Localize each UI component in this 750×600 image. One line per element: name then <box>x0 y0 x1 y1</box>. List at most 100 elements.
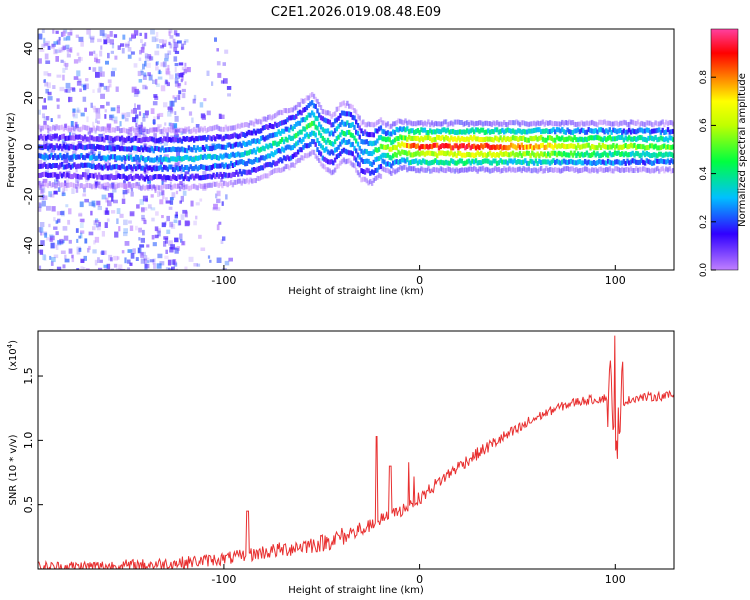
spectrogram-ridge-cell <box>233 152 236 158</box>
spectrogram-ridge-cell <box>617 134 620 140</box>
spectrogram-noise-cell <box>42 254 46 260</box>
spectrogram-noise-cell <box>164 53 169 59</box>
spectrogram-noise-cell <box>130 187 134 192</box>
spectrogram-ridge-cell <box>193 137 196 143</box>
spectrogram-ridge-cell <box>171 127 175 133</box>
spectrogram-ridge-cell <box>50 126 53 132</box>
spectrogram-ridge-cell <box>566 127 569 133</box>
spectrogram-noise-cell <box>141 207 145 213</box>
spectrogram-noise-cell <box>90 102 93 108</box>
spectrogram-ridge-cell <box>219 134 222 140</box>
spectrogram-ridge-cell <box>434 129 437 135</box>
spectrogram-ridge-cell <box>518 144 522 150</box>
spectrogram-ridge-cell <box>569 166 573 172</box>
spectrogram-noise-cell <box>182 92 186 99</box>
spectrogram-noise-cell <box>160 62 166 67</box>
spectrogram-ridge-cell <box>104 127 108 133</box>
spectrogram-noise-cell <box>162 43 167 47</box>
spectrogram-ridge-cell <box>642 150 645 156</box>
spectrogram-ridge-cell <box>666 167 670 173</box>
spectrogram-ridge-cell <box>254 178 257 184</box>
spectrogram-ridge-cell <box>527 150 530 156</box>
spectrogram-ridge-cell <box>215 181 219 187</box>
spectrogram-ridge-cell <box>420 120 423 126</box>
spectrogram-noise-cell <box>109 39 114 45</box>
spectrogram-noise-cell <box>152 242 157 247</box>
spectrogram-ridge-cell <box>170 185 173 191</box>
spectrogram-ridge-cell <box>90 144 94 149</box>
spectrogram-ridge-cell <box>71 125 74 131</box>
spectrogram-ridge-cell <box>613 166 617 172</box>
spectrogram-ridge-cell <box>603 144 606 150</box>
spectrogram-ridge-cell <box>242 160 245 165</box>
spectrogram-noise-cell <box>67 32 73 36</box>
spectrogram-ridge-cell <box>249 169 252 175</box>
spectrogram-ridge-cell <box>82 163 85 169</box>
spectrogram-noise-cell <box>196 263 201 267</box>
spectrogram-noise-cell <box>59 86 65 92</box>
spectrogram-ridge-cell <box>96 125 99 131</box>
spectrogram-ridge-cell <box>508 128 511 134</box>
spectrogram-ridge-cell <box>57 173 60 179</box>
spectrogram-ridge-cell <box>573 168 576 173</box>
spectrogram-ridge-cell <box>606 167 610 173</box>
spectrogram-noise-cell <box>56 39 61 45</box>
spectrogram-ridge-cell <box>393 130 397 135</box>
spectrogram-ridge-cell <box>613 120 617 126</box>
spectrogram-ridge-cell <box>584 121 587 127</box>
spectrogram-noise-cell <box>45 116 50 121</box>
spectrogram-ridge-cell <box>531 121 534 127</box>
spectrogram-ridge-cell <box>411 159 414 165</box>
spectrogram-noise-cell <box>172 123 178 129</box>
spectrogram-ridge-cell <box>548 160 552 166</box>
spectrogram-ridge-cell <box>249 120 252 126</box>
spectrogram-ridge-cell <box>340 139 344 145</box>
spectrogram-ridge-cell <box>649 120 652 126</box>
spectrogram-ridge-cell <box>286 144 289 150</box>
spectrogram-noise-cell <box>173 56 178 62</box>
spectrogram-ridge-cell <box>613 128 617 134</box>
spectrogram-ridge-cell <box>451 128 455 134</box>
spectrogram-ridge-cell <box>559 151 562 157</box>
spectrogram-noise-cell <box>139 244 145 248</box>
spectrogram-noise-cell <box>59 49 62 53</box>
spectrogram-ridge-cell <box>62 133 66 139</box>
spectrogram-ridge-cell <box>316 147 319 153</box>
spectrogram-noise-cell <box>122 34 126 40</box>
spectrogram-ridge-cell <box>295 121 298 127</box>
spectrogram-ridge-cell <box>395 145 398 151</box>
spectrogram-ridge-cell <box>374 176 377 181</box>
spectrogram-ridge-cell <box>92 125 95 131</box>
spectrogram-ridge-cell <box>478 120 481 126</box>
spectrogram-ridge-cell <box>231 125 235 131</box>
spectrogram-noise-cell <box>175 190 179 195</box>
spectrogram-ridge-cell <box>249 177 252 183</box>
spectrogram-noise-cell <box>54 243 57 249</box>
spectrogram-ridge-cell <box>370 121 374 127</box>
spectrogram-ridge-cell <box>520 153 523 159</box>
spectrogram-ridge-cell <box>230 173 233 179</box>
spectrogram-ridge-cell <box>112 175 115 180</box>
spectrogram-ridge-cell <box>150 166 154 172</box>
spectrogram-ridge-cell <box>388 124 391 130</box>
spectrogram-ridge-cell <box>187 137 191 143</box>
spectrogram-ridge-cell <box>305 153 309 159</box>
spectrogram-ridge-cell <box>395 126 398 132</box>
spectrogram-ridge-cell <box>663 143 666 149</box>
spectrogram-ridge-cell <box>529 158 532 164</box>
spectrogram-ridge-cell <box>230 160 233 166</box>
spectrogram-noise-cell <box>38 109 41 115</box>
spectrogram-ridge-cell <box>360 139 363 144</box>
spectrogram-noise-cell <box>165 68 170 75</box>
spectrogram-noise-cell <box>56 74 62 78</box>
spectrogram-ridge-cell <box>152 174 155 180</box>
spectrogram-ridge-cell <box>365 139 368 145</box>
spectrogram-noise-cell <box>222 180 225 184</box>
spectrogram-ridge-cell <box>284 156 287 162</box>
spectrogram-noise-cell <box>162 39 167 44</box>
spectrogram-ridge-cell <box>585 120 589 126</box>
spectrogram-ridge-cell <box>168 157 171 163</box>
spectrogram-ridge-cell <box>305 143 309 149</box>
spectrogram-ridge-cell <box>296 140 300 146</box>
spectrogram-ridge-cell <box>90 155 94 161</box>
